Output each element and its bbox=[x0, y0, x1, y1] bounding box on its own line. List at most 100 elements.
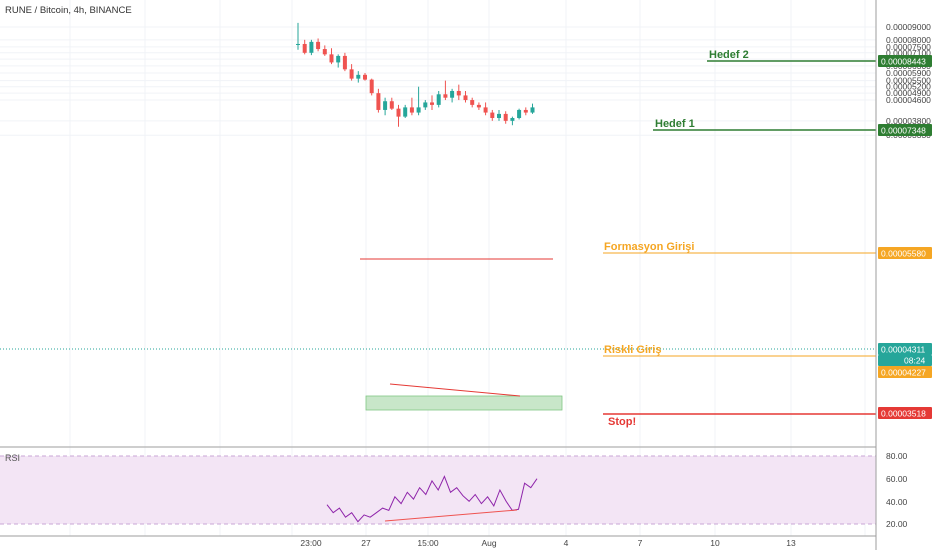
tag-stop: 0.00003518 bbox=[878, 407, 932, 419]
candle bbox=[517, 108, 522, 120]
candle bbox=[302, 39, 307, 55]
candle-body bbox=[470, 100, 475, 105]
candle bbox=[383, 97, 388, 116]
chart-title: RUNE / Bitcoin, 4h, BINANCE bbox=[5, 5, 132, 16]
candle bbox=[356, 71, 361, 83]
candle bbox=[416, 86, 421, 116]
candle-body bbox=[423, 102, 428, 108]
candle bbox=[403, 104, 408, 119]
price-tick-label: 0.00005200 bbox=[886, 82, 931, 92]
tag-risky: 0.00004227 bbox=[878, 366, 932, 378]
candle-body bbox=[396, 108, 401, 117]
candle-body bbox=[483, 107, 488, 113]
candle-body bbox=[329, 54, 334, 63]
price-tick-label: 0.00003800 bbox=[886, 116, 931, 126]
tag-countdown: 08:24 bbox=[878, 355, 932, 366]
rsi-tick: 40.00 bbox=[886, 497, 908, 507]
candle-body bbox=[523, 109, 528, 113]
time-tick: 15:00 bbox=[417, 538, 439, 548]
candle-body bbox=[530, 107, 535, 113]
candle-body bbox=[376, 93, 381, 110]
candle-body bbox=[463, 95, 468, 101]
grid-lines bbox=[0, 0, 876, 536]
candle-body bbox=[349, 69, 354, 79]
candle bbox=[309, 39, 314, 56]
price-tick-label: 0.00004600 bbox=[886, 95, 931, 105]
formation-entry-label: Formasyon Girişi bbox=[604, 241, 694, 253]
candle bbox=[396, 104, 401, 127]
candle-body bbox=[409, 107, 414, 113]
candlestick-series bbox=[296, 22, 535, 127]
price-tick-label: 0.00005900 bbox=[886, 68, 931, 78]
candle-body bbox=[363, 74, 367, 80]
time-tick: 10 bbox=[710, 538, 720, 548]
candle bbox=[430, 95, 434, 110]
candle-body bbox=[497, 113, 501, 119]
candle bbox=[316, 38, 321, 52]
candle bbox=[476, 102, 481, 110]
rsi-tick: 80.00 bbox=[886, 451, 908, 461]
candle-body bbox=[309, 41, 314, 53]
candle bbox=[322, 45, 327, 56]
candle bbox=[490, 109, 495, 121]
candle bbox=[463, 90, 468, 103]
candle bbox=[349, 64, 354, 81]
candle bbox=[389, 97, 394, 110]
tag-formation: 0.00005580 bbox=[878, 247, 932, 259]
support-zone[interactable] bbox=[365, 395, 563, 411]
candle-body bbox=[403, 107, 408, 117]
price-tick-label: 0.00009000 bbox=[886, 22, 931, 32]
candle bbox=[443, 80, 448, 101]
price-divergence-line[interactable] bbox=[389, 383, 521, 397]
tag-current-text: 0.00004311 bbox=[881, 345, 926, 355]
candle bbox=[336, 54, 341, 68]
candle-body bbox=[517, 109, 522, 119]
price-tick-label: 0.00007500 bbox=[886, 42, 931, 52]
candle-body bbox=[316, 41, 321, 50]
price-tick-label: 0.00007100 bbox=[886, 48, 931, 58]
rsi-divergence-line[interactable] bbox=[384, 509, 518, 522]
candle bbox=[530, 103, 535, 114]
candle-body bbox=[456, 90, 461, 96]
tag-target2-text: 0.00008443 bbox=[881, 57, 926, 67]
tag-target2: 0.00008443 bbox=[878, 55, 932, 67]
candle-body bbox=[302, 43, 307, 53]
tag-target1-text: 0.00007348 bbox=[881, 126, 926, 136]
tag-current: 0.00004311 bbox=[878, 343, 932, 355]
rsi-label: RSI bbox=[5, 453, 20, 463]
price-tick-label: 0.00004900 bbox=[886, 88, 931, 98]
time-tick: 23:00 bbox=[300, 538, 322, 548]
candle bbox=[470, 97, 475, 108]
candle-body bbox=[510, 118, 515, 121]
candle bbox=[510, 116, 515, 126]
candle bbox=[329, 48, 334, 65]
candle bbox=[296, 22, 300, 50]
rsi-axis-ticks: 80.00 60.00 40.00 20.00 bbox=[886, 451, 908, 529]
candle bbox=[342, 52, 347, 72]
tag-risky-text: 0.00004227 bbox=[881, 368, 926, 378]
candle bbox=[450, 88, 455, 103]
target2-label: Hedef 2 bbox=[709, 49, 749, 61]
time-axis-ticks: 23:00 27 15:00 Aug 4 7 10 13 bbox=[300, 538, 796, 548]
time-tick: 27 bbox=[361, 538, 371, 548]
candle bbox=[423, 100, 428, 110]
rsi-tick: 20.00 bbox=[886, 519, 908, 529]
price-axis-panel[interactable] bbox=[876, 0, 932, 536]
candle bbox=[483, 102, 488, 116]
candle-body bbox=[296, 43, 300, 45]
time-tick: 13 bbox=[786, 538, 796, 548]
time-tick: 7 bbox=[638, 538, 643, 548]
tag-formation-text: 0.00005580 bbox=[881, 249, 926, 259]
candle bbox=[363, 72, 367, 81]
candle-body bbox=[383, 101, 388, 110]
candle bbox=[369, 78, 374, 96]
candle bbox=[503, 111, 508, 124]
candle-body bbox=[476, 104, 481, 108]
price-tick-label: 0.00008000 bbox=[886, 35, 931, 45]
target1-label: Hedef 1 bbox=[655, 118, 695, 130]
tag-target1: 0.00007348 bbox=[878, 124, 932, 136]
candle-body bbox=[389, 101, 394, 109]
rsi-line bbox=[326, 475, 538, 523]
